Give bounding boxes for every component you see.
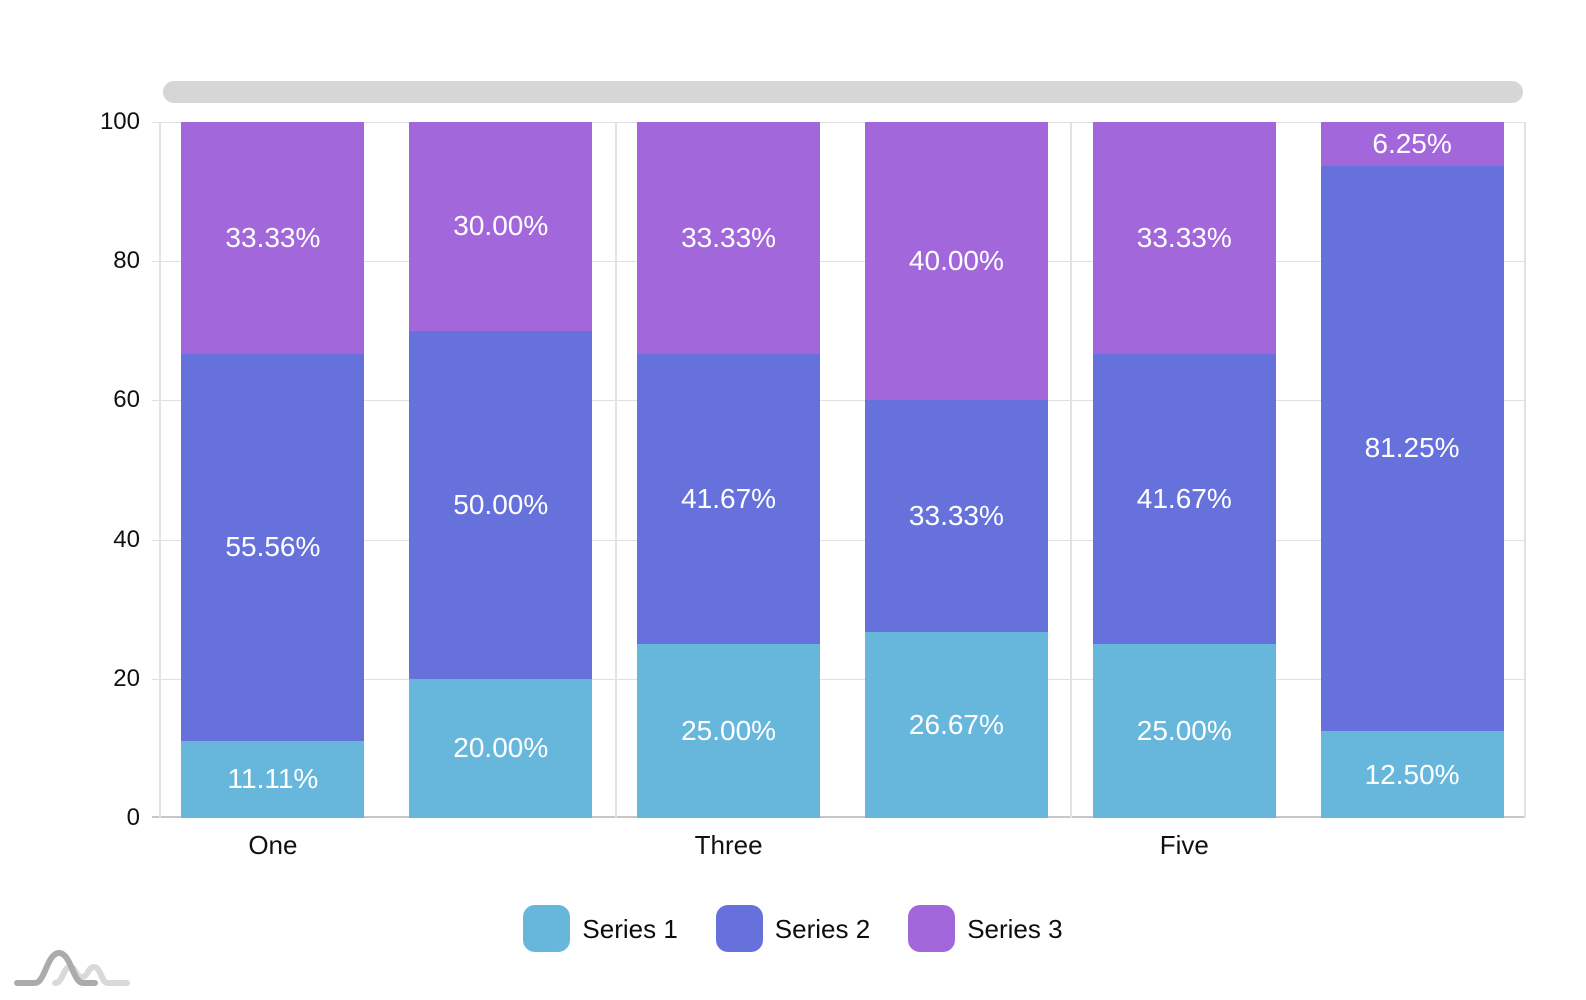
legend-label: Series 2: [774, 913, 871, 944]
gridline: [152, 816, 1526, 818]
gridline: [152, 122, 1526, 123]
y-tick-label: 40: [113, 525, 140, 553]
legend: Series 1 Series 2 Series 3: [0, 905, 1586, 952]
amcharts-logo-icon[interactable]: [12, 940, 134, 992]
legend-label: Series 1: [582, 913, 678, 944]
bar-segment-label: 40.00%: [908, 245, 1004, 277]
bar-segment-label: 33.33%: [1136, 222, 1232, 253]
y-tick-label: 60: [113, 386, 140, 414]
bar-segment[interactable]: 33.33%: [864, 400, 1048, 633]
bar-segment-label: 55.56%: [225, 531, 321, 563]
gridline: [152, 678, 1526, 680]
bar-segment[interactable]: 33.33%: [181, 122, 365, 354]
bar-segment[interactable]: 81.25%: [1320, 165, 1504, 731]
y-tick-label: 0: [126, 804, 140, 831]
gridline: [152, 261, 1526, 263]
bar-segment[interactable]: 11.11%: [181, 740, 365, 818]
gridline: [152, 400, 1526, 402]
bar-segment-label: 26.67%: [908, 709, 1004, 741]
horizontal-scrollbar[interactable]: [163, 81, 1523, 103]
bar-segment[interactable]: 12.50%: [1320, 731, 1504, 818]
bar: 26.67% 33.33% 40.00%: [864, 122, 1048, 818]
bar-segment[interactable]: 41.67%: [1092, 353, 1276, 644]
x-tick-label: Five: [1159, 830, 1209, 860]
bar: 11.11% 55.56% 33.33%: [181, 122, 365, 818]
bar-segment-label: 25.00%: [681, 715, 777, 746]
plot-area: 11.11% 55.56% 33.33% 20.00% 50.00% 30.00% 25.0…: [152, 122, 1526, 818]
category-boundary-line: [1524, 122, 1526, 818]
bar-segment-label: 81.25%: [1364, 432, 1460, 464]
bar: 25.00% 41.67% 33.33%: [637, 122, 821, 818]
legend-item-series-2[interactable]: Series 2: [715, 905, 871, 952]
y-tick-label: 100: [99, 108, 140, 135]
bar-segment[interactable]: 25.00%: [1092, 644, 1276, 818]
bar: 20.00% 50.00% 30.00%: [409, 122, 593, 818]
y-axis: 0 20 40 60 80 100: [0, 110, 140, 830]
bar-segment-label: 6.25%: [1372, 127, 1452, 159]
bar-segment[interactable]: 50.00%: [409, 330, 593, 679]
bar-segment[interactable]: 33.33%: [1092, 122, 1276, 354]
bar-segment[interactable]: 20.00%: [409, 678, 593, 818]
bar-segment-label: 20.00%: [453, 732, 549, 764]
bar-segment-label: 11.11%: [227, 763, 319, 795]
bar-segment-label: 41.67%: [1136, 482, 1232, 514]
bar-segment[interactable]: 25.00%: [637, 644, 821, 818]
bar-segment[interactable]: 41.67%: [637, 353, 821, 644]
category-boundary-line: [614, 122, 617, 818]
gridline: [152, 539, 1526, 541]
legend-item-series-3[interactable]: Series 3: [908, 905, 1063, 952]
x-tick-label: Three: [694, 830, 763, 860]
bar: 12.50% 81.25% 6.25%: [1320, 122, 1504, 818]
bar-segment[interactable]: 26.67%: [864, 632, 1048, 818]
bar-segment-label: 41.67%: [681, 482, 777, 514]
category-boundary-line: [1070, 122, 1073, 818]
legend-label: Series 3: [967, 913, 1063, 944]
bar-segment[interactable]: 6.25%: [1320, 122, 1504, 166]
legend-swatch: [908, 905, 956, 952]
bar-segment[interactable]: 55.56%: [181, 354, 365, 741]
x-tick-label: One: [248, 830, 298, 860]
bar: 25.00% 41.67% 33.33%: [1092, 122, 1276, 818]
y-tick-label: 20: [113, 664, 140, 692]
x-axis: One Three Five: [159, 832, 1526, 866]
legend-item-series-1[interactable]: Series 1: [523, 905, 678, 952]
bar-segment-label: 12.50%: [1364, 758, 1460, 790]
y-tick-label: 80: [113, 247, 140, 275]
bar-segment[interactable]: 33.33%: [637, 122, 821, 354]
bar-segment-label: 33.33%: [908, 500, 1004, 532]
bar-segment-label: 33.33%: [225, 222, 321, 254]
bar-segment-label: 33.33%: [681, 222, 777, 253]
bar-segment[interactable]: 30.00%: [409, 122, 593, 331]
legend-swatch: [523, 905, 571, 952]
bar-segment[interactable]: 40.00%: [864, 122, 1048, 401]
bar-segment-label: 30.00%: [453, 210, 549, 242]
bar-segment-label: 25.00%: [1136, 715, 1232, 746]
legend-swatch: [715, 905, 763, 952]
category-boundary-line: [159, 122, 161, 818]
bar-segment-label: 50.00%: [453, 488, 549, 520]
